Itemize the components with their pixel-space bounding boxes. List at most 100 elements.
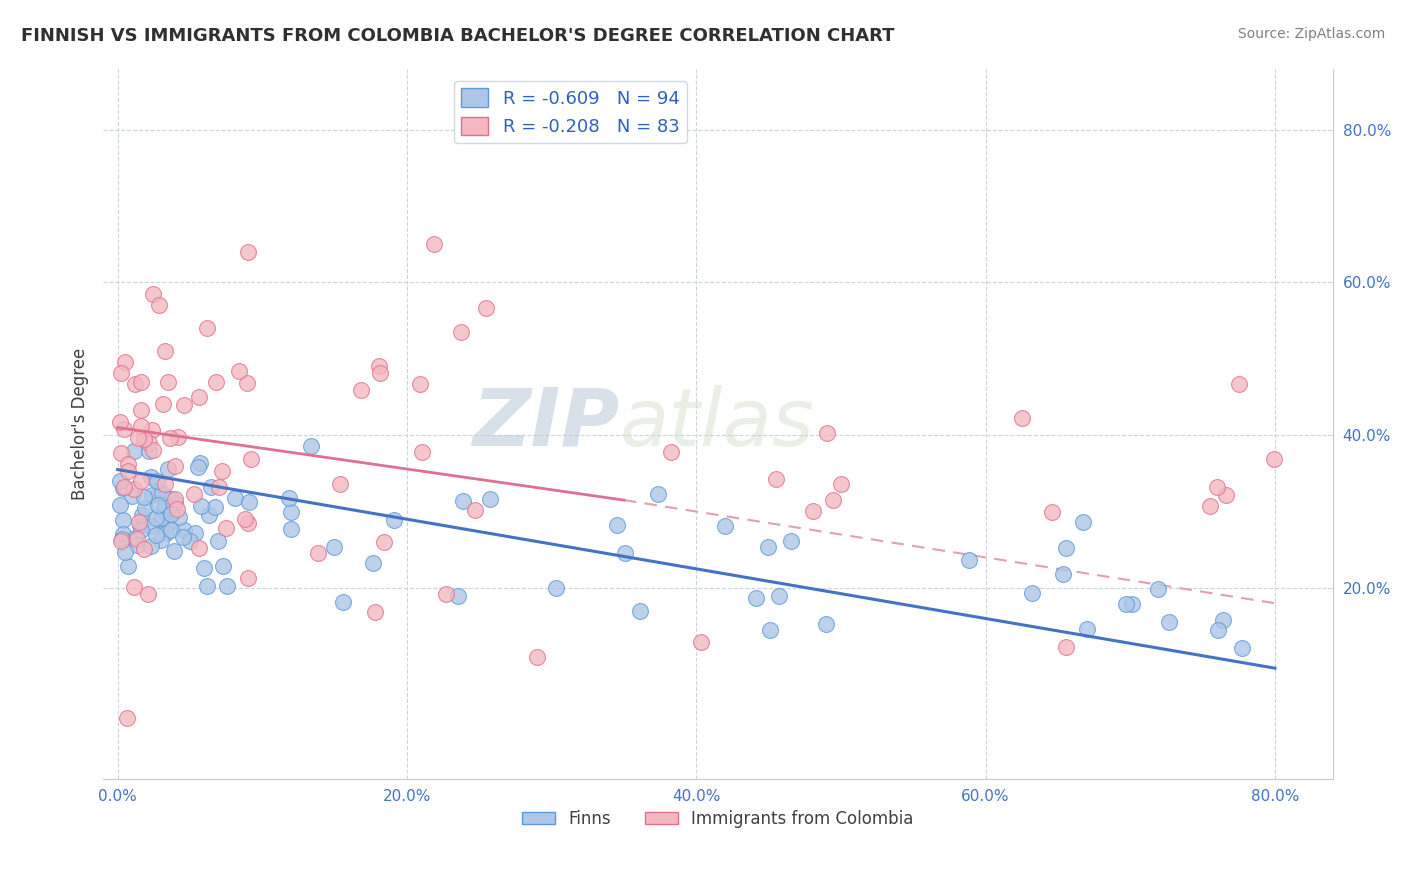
- Point: [142, 443, 165, 458]
- Point: [114, 545, 136, 559]
- Point: [238, 571, 260, 585]
- Point: [526, 650, 548, 665]
- Point: [1147, 582, 1170, 596]
- Point: [1054, 541, 1077, 556]
- Point: [187, 460, 209, 475]
- Point: [112, 480, 135, 494]
- Point: [212, 558, 235, 573]
- Point: [801, 504, 824, 518]
- Point: [122, 444, 145, 458]
- Point: [204, 500, 226, 515]
- Point: [238, 495, 260, 509]
- Point: [134, 542, 156, 557]
- Point: [1199, 500, 1222, 514]
- Point: [361, 556, 384, 570]
- Point: [364, 605, 387, 619]
- Point: [187, 390, 209, 404]
- Point: [139, 539, 162, 553]
- Point: [129, 518, 152, 533]
- Point: [138, 444, 160, 458]
- Point: [350, 384, 373, 398]
- Point: [1011, 411, 1033, 425]
- Point: [121, 489, 143, 503]
- Point: [145, 527, 167, 541]
- Point: [450, 325, 472, 339]
- Point: [146, 499, 169, 513]
- Point: [661, 445, 683, 459]
- Point: [815, 426, 838, 441]
- Point: [131, 474, 153, 488]
- Point: [1212, 613, 1234, 627]
- Point: [111, 527, 134, 541]
- Point: [200, 480, 222, 494]
- Point: [464, 503, 486, 517]
- Point: [830, 476, 852, 491]
- Point: [134, 501, 156, 516]
- Point: [765, 472, 787, 486]
- Point: [713, 518, 735, 533]
- Point: [332, 594, 354, 608]
- Point: [124, 376, 146, 391]
- Text: atlas: atlas: [620, 384, 814, 463]
- Point: [1230, 641, 1253, 656]
- Point: [141, 423, 163, 437]
- Point: [423, 237, 446, 252]
- Point: [299, 439, 322, 453]
- Point: [148, 298, 170, 312]
- Point: [138, 436, 160, 450]
- Y-axis label: Bachelor's Degree: Bachelor's Degree: [72, 348, 89, 500]
- Point: [150, 533, 173, 547]
- Point: [166, 430, 188, 444]
- Point: [1073, 516, 1095, 530]
- Point: [115, 711, 138, 725]
- Point: [128, 515, 150, 529]
- Point: [142, 286, 165, 301]
- Point: [382, 512, 405, 526]
- Point: [228, 364, 250, 378]
- Point: [156, 516, 179, 531]
- Point: [187, 541, 209, 555]
- Point: [110, 446, 132, 460]
- Point: [129, 523, 152, 537]
- Point: [1040, 505, 1063, 519]
- Point: [323, 540, 346, 554]
- Point: [409, 377, 432, 392]
- Point: [173, 523, 195, 537]
- Point: [131, 508, 153, 522]
- Legend: Finns, Immigrants from Colombia: Finns, Immigrants from Colombia: [516, 803, 921, 835]
- Point: [122, 581, 145, 595]
- Point: [280, 505, 302, 519]
- Point: [606, 518, 628, 533]
- Point: [1205, 480, 1227, 494]
- Point: [1121, 597, 1143, 611]
- Point: [110, 532, 132, 546]
- Point: [165, 496, 187, 510]
- Point: [239, 451, 262, 466]
- Point: [1115, 597, 1137, 611]
- Point: [129, 402, 152, 417]
- Point: [207, 534, 229, 549]
- Point: [814, 616, 837, 631]
- Point: [139, 469, 162, 483]
- Point: [166, 502, 188, 516]
- Text: FINNISH VS IMMIGRANTS FROM COLOMBIA BACHELOR'S DEGREE CORRELATION CHART: FINNISH VS IMMIGRANTS FROM COLOMBIA BACH…: [21, 27, 894, 45]
- Point: [124, 532, 146, 546]
- Point: [1054, 640, 1077, 654]
- Point: [224, 491, 246, 505]
- Point: [447, 589, 470, 603]
- Point: [129, 376, 152, 390]
- Point: [153, 499, 176, 513]
- Point: [160, 507, 183, 521]
- Point: [780, 534, 803, 549]
- Point: [278, 491, 301, 505]
- Point: [146, 474, 169, 488]
- Point: [1021, 586, 1043, 600]
- Point: [114, 354, 136, 368]
- Point: [195, 579, 218, 593]
- Point: [215, 521, 238, 535]
- Point: [141, 488, 163, 502]
- Point: [367, 359, 389, 374]
- Point: [183, 487, 205, 501]
- Point: [110, 474, 132, 488]
- Point: [689, 634, 711, 648]
